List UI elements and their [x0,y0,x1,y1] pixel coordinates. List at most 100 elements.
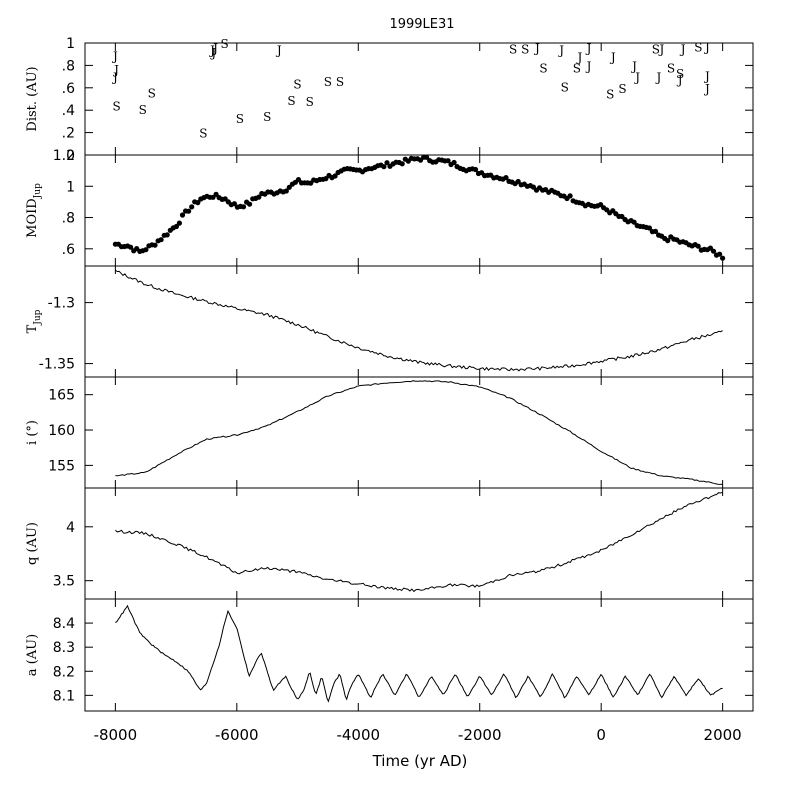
panel-q: 3.5 4 q (AU) [25,487,754,600]
marker-jupiter: J [209,46,216,60]
data-point [695,243,701,249]
marker-saturn: S [618,82,626,96]
y-tick-label: 1 [66,36,75,52]
y-tick-label: 1 [66,179,75,195]
y-axis-label-main: q (AU) [25,522,40,565]
y-axis-label: TJup [25,309,43,333]
data-point [247,201,253,207]
panel-moid: .6 .8 1 1.2 MOIDJup [25,148,754,267]
marker-jupiter: J [609,50,616,64]
data-point [158,237,164,243]
data-point [720,255,726,261]
data-point [503,175,509,181]
data-point [256,194,262,200]
panel-incl: 155 160 165 i (°) [25,376,754,489]
marker-saturn: S [336,75,344,89]
data-point [710,248,717,254]
panel-frame [84,487,754,600]
data-point [399,161,405,167]
y-tick-label: 8.3 [53,640,75,656]
marker-saturn: S [112,100,120,114]
y-tick-label: 8.2 [53,664,75,680]
y-axis-label-subscript: Jup [33,183,43,199]
y-axis-label-subscript: Jup [33,309,43,325]
panel-frame [84,598,754,712]
x-tick-label: -4000 [336,726,380,744]
marker-jupiter: J [703,69,710,83]
series-line [115,604,723,703]
marker-saturn: S [667,62,675,76]
data-point [240,204,247,210]
marker-jupiter: J [676,73,683,87]
y-axis-label-main: MOID [25,198,40,238]
y-axis-label: Dist. (AU) [25,66,40,131]
data-point [176,220,182,226]
series-line [115,491,723,593]
y-tick-label: .6 [62,81,75,97]
x-tick-label: 0 [596,726,606,744]
x-axis-label: Time (yr AD) [372,752,468,770]
series-line [115,380,723,485]
marker-jupiter: J [654,71,661,85]
data-point [179,212,186,218]
marker-jupiter: J [275,44,282,58]
marker-jupiter: J [111,49,118,63]
marker-saturn: S [148,86,156,100]
marker-jupiter: J [585,41,592,55]
marker-saturn: S [652,43,660,57]
x-tick-label: -8000 [94,726,138,744]
data-point [631,219,637,225]
marker-jupiter: J [633,71,640,85]
data-point [717,251,723,257]
marker-saturn: S [561,81,569,95]
y-tick-label: 0 [66,148,75,164]
marker-jupiter: J [211,41,218,55]
marker-saturn: S [324,75,332,89]
x-tick-label: -2000 [458,726,502,744]
data-point [213,191,219,197]
data-point [164,232,170,238]
panel-tjup: -1.35 -1.3 TJup [25,265,754,378]
data-point [195,200,201,206]
marker-saturn: S [509,43,517,57]
panel-frame [84,42,754,156]
panel-frame [84,265,754,378]
data-point [665,238,671,244]
data-point [445,158,451,164]
marker-saturn: S [539,62,547,76]
y-tick-label: 3.5 [53,574,75,590]
y-axis-label: MOIDJup [25,183,43,238]
y-tick-label: .8 [62,58,75,74]
series-line [115,269,723,372]
chart-title: 1999LE31 [389,17,454,32]
y-tick-label: 1.2 [53,148,75,164]
y-tick-label: 8.4 [53,616,75,632]
data-point [143,247,149,253]
data-point [332,173,338,179]
y-axis-label: q (AU) [25,522,40,565]
data-point [472,166,479,173]
y-axis-label: a (AU) [25,634,40,676]
marker-saturn: S [199,127,207,141]
marker-saturn: S [676,67,684,81]
data-point [286,184,292,190]
y-tick-label: .6 [62,242,75,258]
marker-jupiter: J [585,59,592,73]
y-tick-label: 8.1 [53,688,75,704]
marker-jupiter: J [112,63,119,77]
marker-jupiter: J [703,40,710,54]
panel-frame [84,376,754,489]
data-point [283,188,289,194]
y-tick-label: 160 [48,423,75,439]
marker-saturn: S [694,40,702,54]
panel-a: 8.1 8.2 8.3 8.4 a (AU) [25,598,754,712]
data-point [381,164,387,170]
y-tick-label: .4 [62,103,75,119]
data-point [567,193,573,199]
data-point [231,201,237,207]
marker-jupiter: J [679,43,686,57]
marker-saturn: S [606,87,614,101]
x-axis: -8000 -6000 -4000 -2000 0 2000 [94,726,742,744]
y-tick-label: 4 [66,520,75,536]
